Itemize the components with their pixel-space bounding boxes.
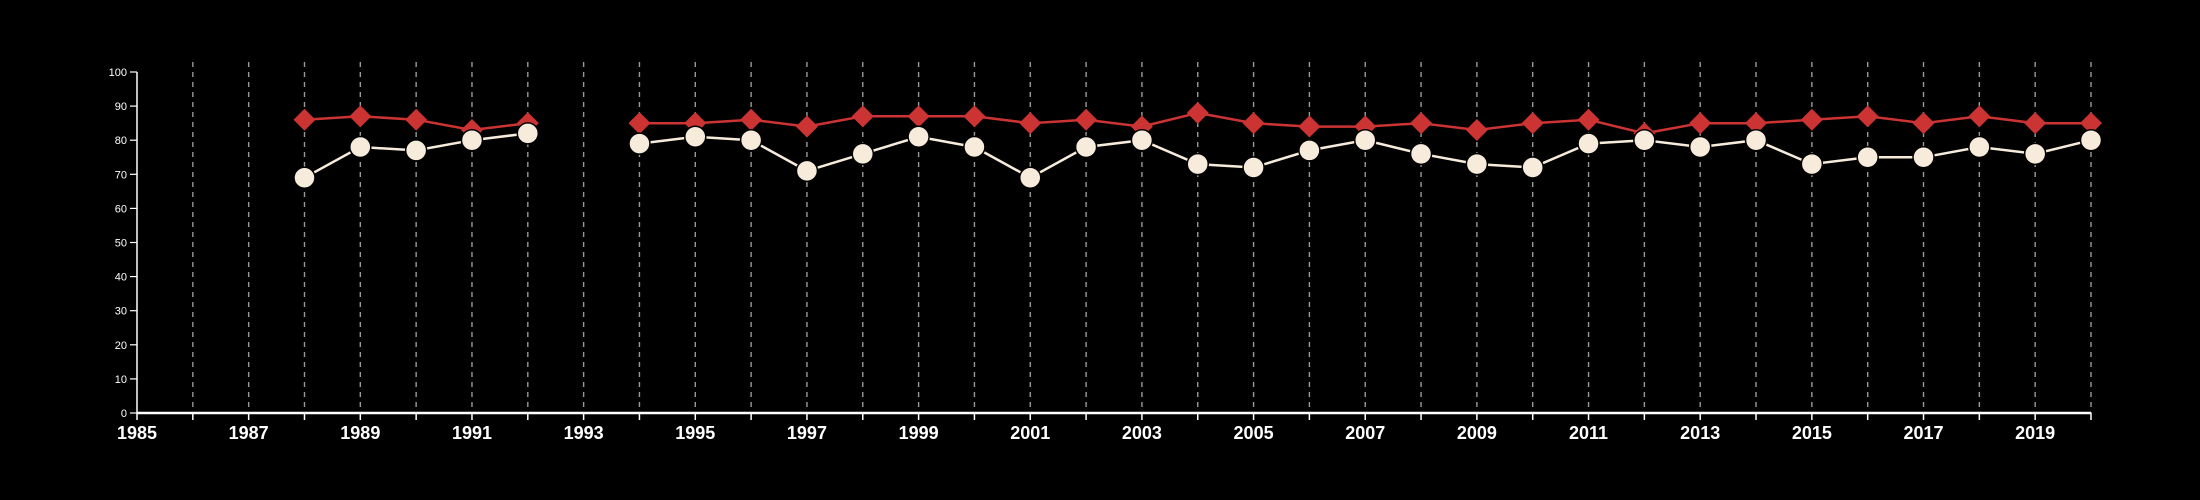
x-tick-label-2017: 2017 [1903, 423, 1943, 443]
series-2-point-2020 [2081, 130, 2102, 151]
x-tick-label-2003: 2003 [1122, 423, 1162, 443]
series-2-point-2017 [1913, 147, 1934, 168]
series-2-point-2003 [1131, 130, 1152, 151]
x-tick-label-1995: 1995 [675, 423, 715, 443]
x-tick-label-2019: 2019 [2015, 423, 2055, 443]
x-tick-label-1987: 1987 [229, 423, 269, 443]
series-2-point-2009 [1466, 154, 1487, 175]
series-2-point-1990 [406, 140, 427, 161]
series-2-point-2006 [1299, 140, 1320, 161]
y-tick-label-10: 10 [115, 374, 127, 386]
series-2-point-2015 [1801, 154, 1822, 175]
series-2-point-1988 [294, 167, 315, 188]
x-tick-label-1993: 1993 [564, 423, 604, 443]
series-2-point-1998 [852, 143, 873, 164]
x-tick-label-2009: 2009 [1457, 423, 1497, 443]
series-2-point-2019 [2025, 143, 2046, 164]
x-tick-label-1999: 1999 [899, 423, 939, 443]
series-2-point-1991 [461, 130, 482, 151]
x-tick-label-1989: 1989 [340, 423, 380, 443]
series-2-point-1997 [796, 160, 817, 181]
x-tick-label-1997: 1997 [787, 423, 827, 443]
series-2-point-1992 [517, 123, 538, 144]
series-2-point-2012 [1634, 130, 1655, 151]
series-2-point-2002 [1076, 137, 1097, 158]
series-2-point-1999 [908, 126, 929, 147]
x-tick-label-2011: 2011 [1569, 423, 1608, 443]
y-tick-label-0: 0 [121, 408, 127, 420]
series-2-point-2008 [1411, 143, 1432, 164]
series-2-point-2014 [1746, 130, 1767, 151]
y-tick-label-70: 70 [115, 169, 127, 181]
series-2-point-1994 [629, 133, 650, 154]
x-tick-label-2005: 2005 [1234, 423, 1274, 443]
series-2-point-2007 [1355, 130, 1376, 151]
x-tick-label-1985: 1985 [117, 423, 157, 443]
y-tick-label-100: 100 [109, 67, 127, 79]
y-tick-label-30: 30 [115, 306, 127, 318]
x-tick-label-2015: 2015 [1792, 423, 1832, 443]
y-tick-label-40: 40 [115, 272, 127, 284]
x-tick-label-2013: 2013 [1680, 423, 1720, 443]
series-2-point-2018 [1969, 137, 1990, 158]
series-2-point-2000 [964, 137, 985, 158]
series-2-point-2010 [1522, 157, 1543, 178]
series-2-point-2013 [1690, 137, 1711, 158]
series-2-point-1989 [350, 137, 371, 158]
x-tick-label-2007: 2007 [1345, 423, 1385, 443]
y-tick-label-50: 50 [115, 238, 127, 250]
x-tick-label-2001: 2001 [1010, 423, 1050, 443]
y-tick-label-60: 60 [115, 203, 127, 215]
series-2-point-2001 [1020, 167, 1041, 188]
series-2-point-2004 [1187, 154, 1208, 175]
x-tick-label-1991: 1991 [452, 423, 492, 443]
y-tick-label-90: 90 [115, 101, 127, 113]
series-2-point-2011 [1578, 133, 1599, 154]
y-tick-label-20: 20 [115, 340, 127, 352]
series-2-point-1995 [685, 126, 706, 147]
series-2-point-2016 [1857, 147, 1878, 168]
series-2-point-1996 [741, 130, 762, 151]
series-2-point-2005 [1243, 157, 1264, 178]
y-tick-label-80: 80 [115, 135, 127, 147]
